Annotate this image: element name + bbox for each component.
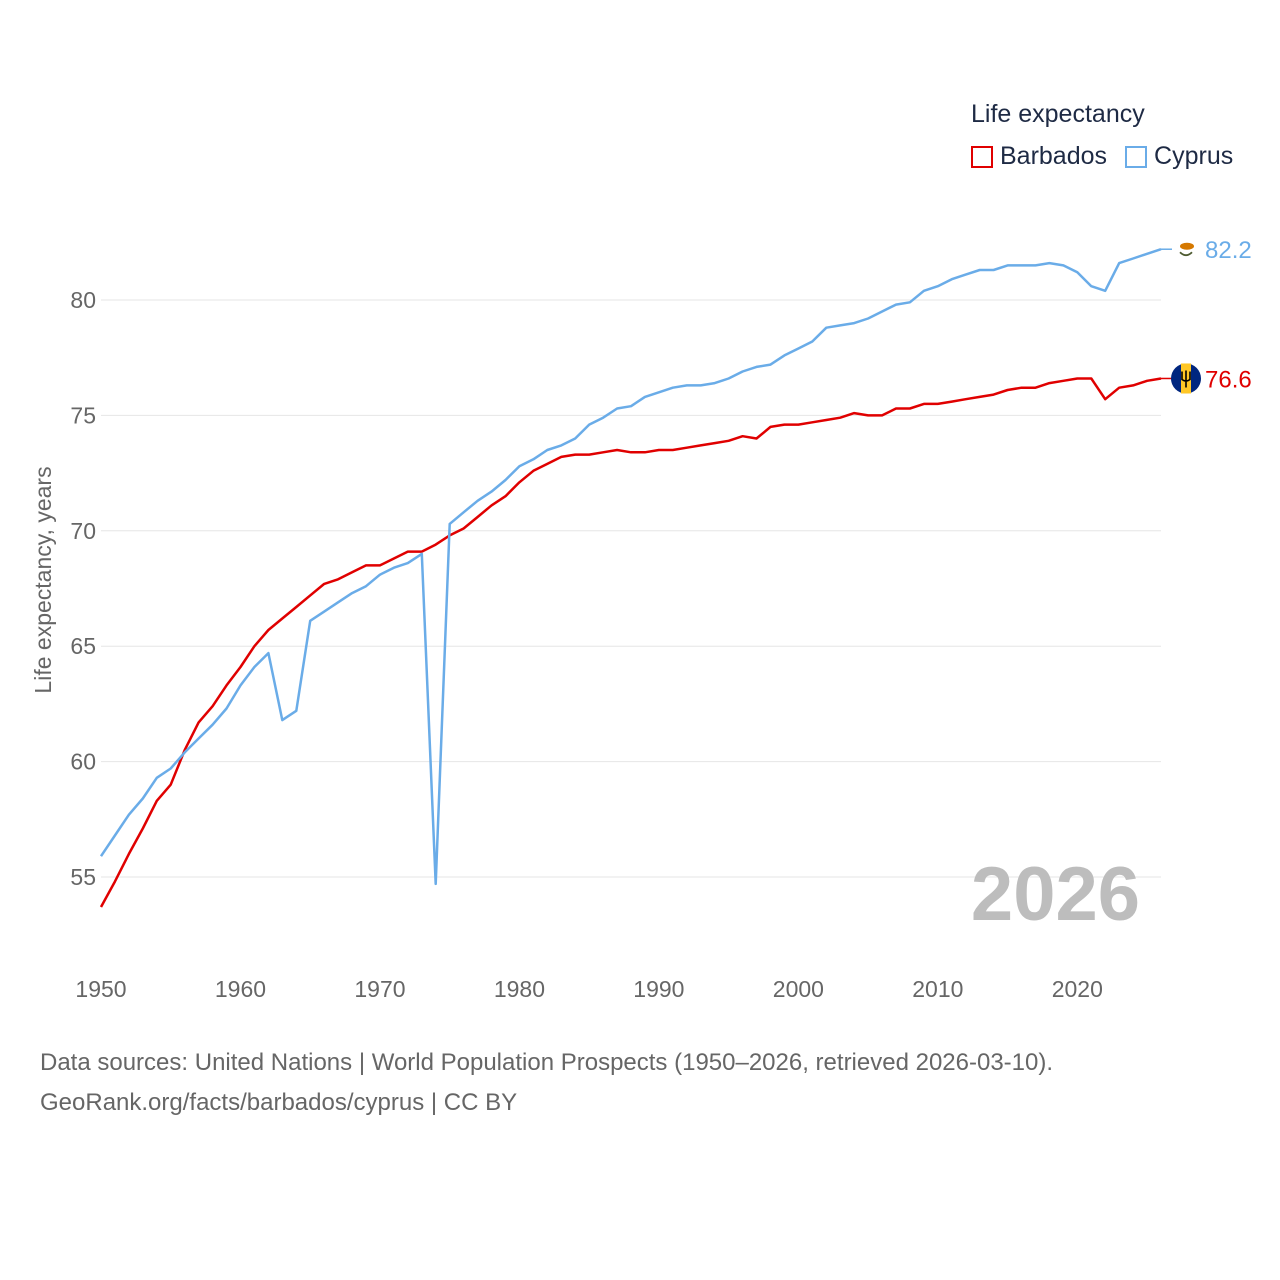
series-group	[99, 248, 1162, 908]
y-tick-label-75: 75	[70, 402, 96, 428]
current-year-label: 2026	[971, 852, 1140, 937]
data-sources: Data sources: United Nations | World Pop…	[40, 1043, 1053, 1123]
y-tick-label-80: 80	[70, 287, 96, 313]
legend-swatch-barbados	[971, 145, 993, 168]
legend-title: Life expectancy	[971, 100, 1145, 128]
end-label-barbados: 76.6	[1205, 366, 1252, 393]
y-tick-label-70: 70	[70, 518, 96, 544]
series-line-cyprus	[99, 248, 1162, 886]
legend: Barbados Cyprus	[971, 142, 1251, 171]
y-tick-label-65: 65	[70, 633, 96, 659]
sources-line-1: Data sources: United Nations | World Pop…	[40, 1049, 1054, 1076]
legend-swatch-cyprus	[1125, 145, 1148, 168]
legend-item-barbados[interactable]: Barbados	[971, 142, 1107, 171]
y-tick-label-60: 60	[70, 749, 96, 775]
x-tick-label-1960: 1960	[215, 976, 266, 1002]
sources-line-2[interactable]: GeoRank.org/facts/barbados/cyprus | CC B…	[40, 1089, 518, 1116]
series-line-barbados	[99, 377, 1162, 908]
x-tick-label-2000: 2000	[773, 976, 824, 1002]
y-axis-label: Life expectancy, years	[30, 466, 56, 693]
legend-label-cyprus: Cyprus	[1154, 142, 1234, 170]
x-tick-label-2020: 2020	[1052, 976, 1103, 1002]
x-tick-label-1950: 1950	[75, 976, 126, 1002]
end-label-cyprus: 82.2	[1205, 237, 1252, 264]
x-axis-ticks: 1950 1960 1970 1980 1990 2000 2010 2020	[75, 976, 1102, 1002]
cyprus-flag-icon	[1175, 238, 1197, 261]
flag-trident	[1181, 370, 1191, 388]
barbados-flag-icon	[1171, 363, 1201, 394]
x-tick-label-1990: 1990	[633, 976, 684, 1002]
grid-lines	[101, 299, 1161, 878]
flag-island	[1180, 242, 1194, 250]
end-labels: 76.6 82.2	[1161, 237, 1252, 394]
legend-item-cyprus[interactable]: Cyprus	[1125, 142, 1233, 171]
y-axis-ticks: 55 60 65 70 75 80	[70, 287, 96, 890]
y-tick-label-55: 55	[70, 864, 96, 890]
flag-olive-branches	[1179, 251, 1193, 257]
legend-label-barbados: Barbados	[1000, 142, 1108, 170]
x-tick-label-1980: 1980	[494, 976, 545, 1002]
x-tick-label-2010: 2010	[912, 976, 963, 1002]
x-tick-label-1970: 1970	[354, 976, 405, 1002]
